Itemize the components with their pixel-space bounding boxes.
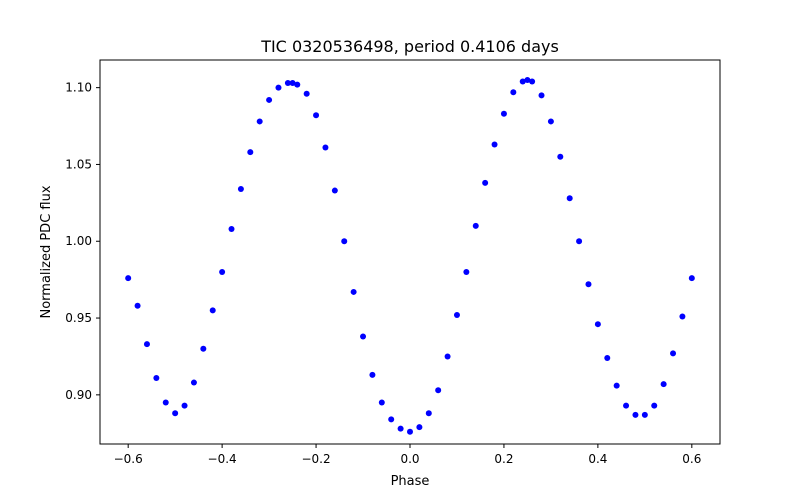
data-point <box>209 307 216 314</box>
data-point <box>604 354 611 361</box>
y-tick-label: 1.10 <box>65 81 92 95</box>
data-point <box>585 281 592 288</box>
data-point <box>407 428 413 435</box>
data-point <box>613 382 620 389</box>
x-axis-label: Phase <box>391 474 430 489</box>
data-point <box>435 387 442 394</box>
data-point <box>219 268 226 275</box>
data-point <box>266 96 273 103</box>
data-point <box>125 275 132 282</box>
data-point <box>153 374 160 381</box>
data-point <box>369 371 376 378</box>
data-point <box>679 313 686 320</box>
x-tick-label: −0.6 <box>114 452 143 466</box>
data-point <box>425 410 432 417</box>
data-point <box>378 399 385 406</box>
data-point <box>594 321 601 328</box>
data-point <box>547 118 554 125</box>
data-point <box>660 381 667 388</box>
data-point <box>190 379 197 386</box>
data-point <box>397 425 404 432</box>
data-point <box>632 411 639 418</box>
x-tick-label: 0.6 <box>682 452 701 466</box>
data-point <box>524 76 531 83</box>
x-axis-ticks: −0.6 −0.4 −0.2 0.0 0.2 0.4 0.6 <box>114 444 701 466</box>
y-tick-label: 1.05 <box>65 157 92 171</box>
y-axis-label: Normalized PDC flux <box>39 185 54 318</box>
data-point <box>360 333 367 340</box>
data-point <box>444 353 451 360</box>
data-point <box>162 399 169 406</box>
data-point <box>641 411 648 418</box>
data-point <box>491 141 498 148</box>
y-tick-label: 0.95 <box>65 311 92 325</box>
data-point <box>200 345 207 352</box>
data-point <box>388 416 395 423</box>
data-point <box>623 402 630 409</box>
y-tick-label: 0.90 <box>65 388 92 402</box>
data-point <box>576 238 583 245</box>
data-point <box>566 195 573 202</box>
data-point <box>651 402 658 409</box>
data-point <box>284 80 291 87</box>
data-point <box>322 144 329 151</box>
x-tick-label: −0.2 <box>301 452 330 466</box>
data-point <box>247 149 254 156</box>
data-point <box>294 81 301 88</box>
data-point <box>341 238 348 245</box>
data-point <box>688 275 695 282</box>
data-point <box>237 186 244 193</box>
data-point <box>331 187 338 194</box>
chart-title: TIC 0320536498, period 0.4106 days <box>260 37 559 56</box>
data-point <box>143 341 150 348</box>
plot-frame <box>99 59 721 445</box>
x-tick-label: 0.2 <box>494 452 513 466</box>
y-axis-ticks: 0.90 0.95 1.00 1.05 1.10 <box>65 81 100 402</box>
data-point <box>172 410 179 417</box>
data-point <box>472 222 479 229</box>
data-point <box>670 350 677 357</box>
data-point <box>228 225 235 232</box>
data-point <box>256 118 263 125</box>
data-point <box>313 112 320 119</box>
x-tick-label: 0.0 <box>400 452 419 466</box>
data-points <box>125 76 695 435</box>
data-point <box>350 288 357 295</box>
data-point <box>416 424 423 431</box>
data-point <box>482 179 489 186</box>
x-tick-label: −0.4 <box>208 452 237 466</box>
data-point <box>289 80 296 87</box>
data-point <box>275 84 282 91</box>
data-point <box>557 153 564 160</box>
data-point <box>529 78 536 85</box>
x-tick-label: 0.4 <box>588 452 607 466</box>
data-point <box>453 311 460 318</box>
data-point <box>463 268 470 275</box>
data-point <box>303 90 310 97</box>
data-point <box>134 302 141 309</box>
data-point <box>519 78 526 85</box>
data-point <box>538 92 545 99</box>
data-point <box>510 89 517 96</box>
y-tick-label: 1.00 <box>65 234 92 248</box>
data-point <box>181 402 188 409</box>
data-point <box>500 110 507 117</box>
